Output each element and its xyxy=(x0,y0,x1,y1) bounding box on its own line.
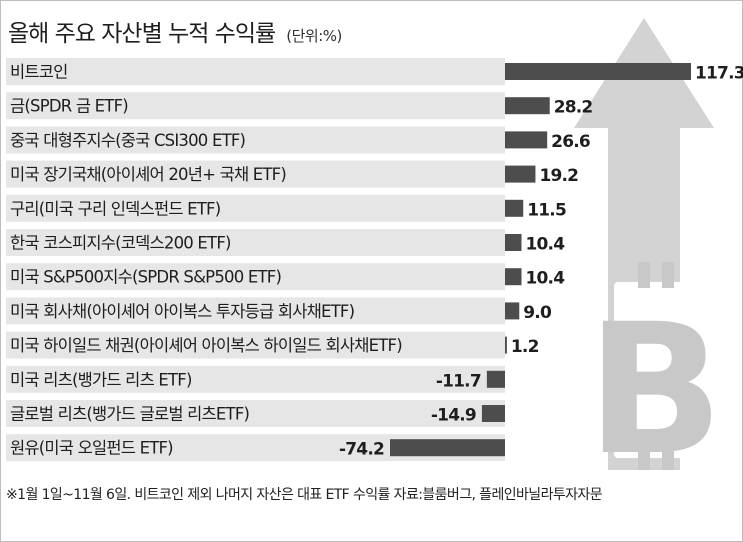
category-label: 구리(미국 구리 인덱스펀드 ETF) xyxy=(10,199,221,218)
value-label: 1.2 xyxy=(511,337,539,357)
bar xyxy=(505,302,520,320)
value-label: -14.9 xyxy=(431,406,476,426)
chart-title: 올해 주요 자산별 누적 수익률 xyxy=(8,21,276,47)
bar xyxy=(505,165,536,183)
value-label: 9.0 xyxy=(523,303,552,323)
value-labels: 117.3 28.2 26.6 19.2 11.5 10.4 10.4 9.0 1.2 -11.7… xyxy=(339,64,743,460)
category-label: 미국 회사채(아이셰어 아이복스 투자등급 회사채ETF) xyxy=(10,302,355,321)
svg-text:B: B xyxy=(586,286,723,480)
chart-header: 올해 주요 자산별 누적 수익률 (단위:%) xyxy=(8,14,342,48)
bar xyxy=(505,131,548,149)
row-background xyxy=(6,365,505,393)
bar xyxy=(505,97,550,115)
bar xyxy=(481,405,505,422)
row-background xyxy=(6,229,505,256)
category-label: 미국 S&P500지수(SPDR S&P500 ETF) xyxy=(10,268,281,287)
category-label: 원유(미국 오일펀드 ETF) xyxy=(10,439,173,458)
bar xyxy=(505,268,522,286)
row-background xyxy=(6,92,505,120)
bars xyxy=(390,63,691,457)
bar xyxy=(505,336,507,354)
bitcoin-icon: B xyxy=(586,262,724,480)
bar xyxy=(505,63,691,80)
row-backgrounds xyxy=(6,58,505,462)
row-background xyxy=(6,160,505,188)
row-background xyxy=(6,126,505,154)
bar xyxy=(505,199,524,217)
category-label: 중국 대형주지수(중국 CSI300 ETF) xyxy=(10,131,246,150)
row-background xyxy=(6,58,505,85)
category-label: 한국 코스피지수(코덱스200 ETF) xyxy=(10,234,231,253)
value-label: 117.3 xyxy=(695,64,743,84)
unit-label: (단위:%) xyxy=(286,27,342,45)
value-label: -11.7 xyxy=(436,371,481,391)
bar xyxy=(390,439,505,457)
value-label: 28.2 xyxy=(554,98,593,118)
category-label: 비트코인 xyxy=(10,63,68,82)
row-background xyxy=(6,194,505,222)
bar xyxy=(505,234,522,251)
value-label: 19.2 xyxy=(539,166,578,186)
value-label: 26.6 xyxy=(551,132,590,152)
bar xyxy=(486,370,505,388)
footnote: ※1월 1일~11월 6일. 비트코인 제외 나머지 자산은 대표 ETF 수익… xyxy=(6,487,603,503)
value-label: -74.2 xyxy=(339,440,384,460)
category-label: 글로벌 리츠(뱅가드 글로벌 리츠ETF) xyxy=(10,405,250,424)
category-label: 미국 하이일드 채권(아이셰어 아이복스 하이일드 회사채ETF) xyxy=(10,336,402,355)
value-label: 10.4 xyxy=(525,269,565,289)
value-label: 11.5 xyxy=(527,200,566,220)
row-background xyxy=(6,331,505,359)
background-decoration: B xyxy=(574,18,724,480)
category-label: 미국 장기국채(아이셰어 20년+ 국채 ETF) xyxy=(10,165,286,184)
row-background xyxy=(6,297,505,325)
category-label: 금(SPDR 금 ETF) xyxy=(10,97,128,116)
category-label: 미국 리츠(뱅가드 리츠 ETF) xyxy=(10,370,192,389)
row-background xyxy=(6,400,505,427)
row-background xyxy=(6,263,505,291)
value-label: 10.4 xyxy=(525,235,565,255)
